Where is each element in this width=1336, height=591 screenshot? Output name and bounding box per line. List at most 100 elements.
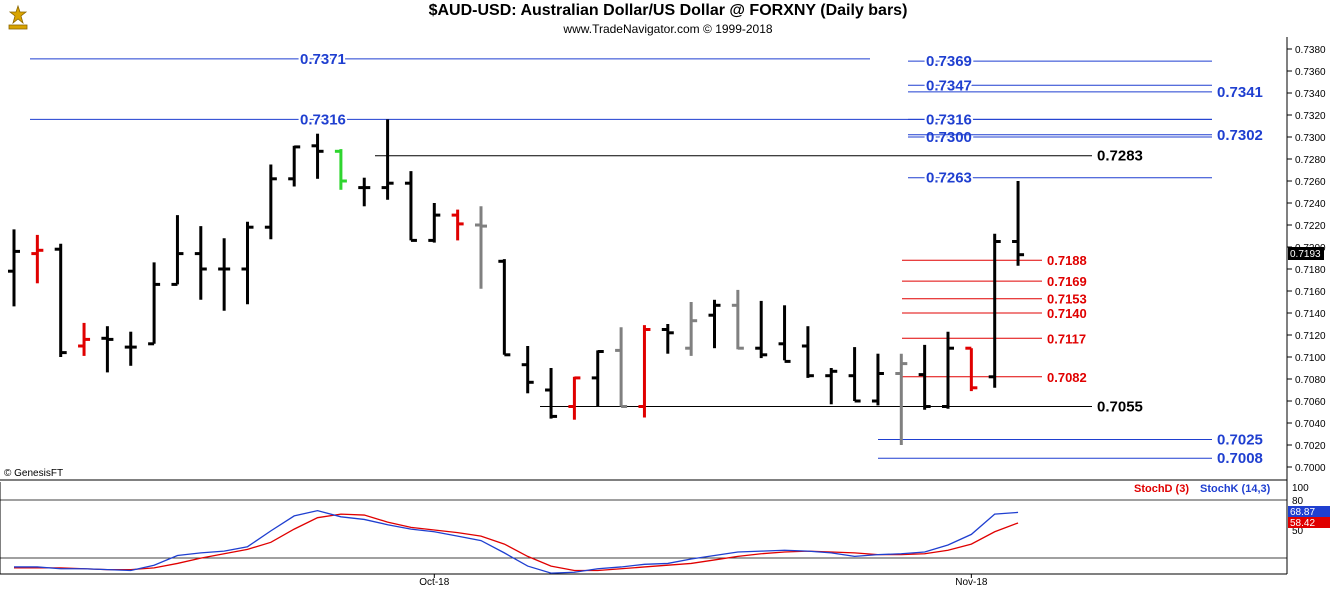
ohlc-bar <box>124 331 137 366</box>
ohlc-bar <box>334 149 347 190</box>
ohlc-bar <box>1012 181 1025 266</box>
y-tick-label: 0.7020 <box>1295 441 1326 452</box>
ohlc-bar <box>895 353 908 445</box>
ohlc-bar <box>731 289 744 350</box>
ohlc-bar <box>591 350 604 407</box>
ohlc-bar <box>848 347 861 403</box>
level-label: 0.7347 <box>926 77 972 94</box>
ohlc-bar <box>171 215 184 286</box>
y-tick-label: 0.7360 <box>1295 67 1326 78</box>
y-tick-label: 0.7140 <box>1295 309 1326 320</box>
y-tick-label: 0.7300 <box>1295 133 1326 144</box>
y-tick-label: 0.7240 <box>1295 199 1326 210</box>
stoch-tick-80: 80 <box>1292 496 1304 507</box>
level-label: 0.7082 <box>1047 370 1087 385</box>
ohlc-bar <box>708 299 721 349</box>
stochastic-panel: 100 80 50 68.87 58.42 <box>14 483 1330 574</box>
level-label: 0.7283 <box>1097 148 1143 165</box>
y-tick-label: 0.7000 <box>1295 463 1326 474</box>
ohlc-bar <box>218 238 231 311</box>
stochd-legend: StochD (3) <box>1134 483 1189 495</box>
ohlc-bar <box>194 226 207 300</box>
ohlc-bar <box>825 368 838 405</box>
y-tick-label: 0.7080 <box>1295 375 1326 386</box>
ohlc-bar <box>568 376 581 420</box>
y-tick-label: 0.7380 <box>1295 45 1326 56</box>
ohlc-bar <box>148 262 161 346</box>
ohlc-bar <box>638 325 651 418</box>
ohlc-bar <box>311 133 324 179</box>
ohlc-bar <box>988 233 1001 388</box>
y-tick-label: 0.7320 <box>1295 111 1326 122</box>
stochd-value-box <box>1288 517 1330 528</box>
level-label: 0.7117 <box>1047 331 1086 346</box>
ohlc-bar <box>31 234 44 284</box>
ohlc-bar <box>918 344 931 410</box>
ohlc-bar <box>871 353 884 406</box>
ohlc-bar <box>545 368 558 419</box>
ohlc-bar <box>381 119 394 200</box>
stochk-line <box>14 509 1019 574</box>
ohlc-bar <box>521 346 534 394</box>
genesis-logo-icon <box>8 4 28 30</box>
ohlc-bars <box>8 119 1025 445</box>
ohlc-bar <box>8 229 20 307</box>
ohlc-bar <box>78 322 91 356</box>
chart-subtitle: www.TradeNavigator.com © 1999-2018 <box>563 22 773 36</box>
y-tick-label: 0.7260 <box>1295 177 1326 188</box>
ohlc-bar <box>358 177 371 207</box>
ohlc-bar <box>942 331 954 409</box>
level-label: 0.7316 <box>926 111 972 128</box>
ohlc-bar <box>101 326 114 373</box>
y-tick-label: 0.7340 <box>1295 89 1326 100</box>
ohlc-bar <box>965 346 978 392</box>
level-label: 0.7316 <box>300 111 346 128</box>
stochk-value: 68.87 <box>1290 507 1315 518</box>
y-tick-label: 0.7120 <box>1295 331 1326 342</box>
level-label: 0.7188 <box>1047 253 1087 268</box>
chart-title: $AUD-USD: Australian Dollar/US Dollar @ … <box>428 2 908 19</box>
y-tick-label: 0.7180 <box>1295 265 1326 276</box>
ohlc-bar <box>404 171 417 242</box>
ohlc-bar <box>801 326 814 378</box>
stoch-tick-100: 100 <box>1292 483 1309 494</box>
level-label: 0.7025 <box>1217 432 1263 449</box>
stochd-line <box>14 513 1019 572</box>
ohlc-bar <box>685 302 698 356</box>
level-label: 0.7263 <box>926 170 972 187</box>
y-tick-label: 0.7100 <box>1295 353 1326 364</box>
price-levels: 0.7371 0.7369 0.7347 0.7341 0.7316 0.7316 0.73… <box>30 49 1263 467</box>
ohlc-bar <box>755 300 768 359</box>
x-axis-labels: Oct-18 Nov-18 <box>419 574 988 588</box>
last-price-box <box>1288 247 1324 260</box>
level-label: 0.7008 <box>1217 450 1263 467</box>
level-label: 0.7140 <box>1047 306 1087 321</box>
ohlc-bar <box>54 243 67 357</box>
y-tick-label: 0.7040 <box>1295 419 1326 430</box>
level-label: 0.7369 <box>926 53 972 70</box>
y-tick-label: 0.7160 <box>1295 287 1326 298</box>
x-tick-label: Nov-18 <box>955 577 988 588</box>
level-label: 0.7302 <box>1217 127 1263 144</box>
stoch-tick-50: 50 <box>1292 526 1304 537</box>
level-label: 0.7371 <box>300 51 346 68</box>
x-tick-label: Oct-18 <box>419 577 449 588</box>
ohlc-bar <box>288 145 301 187</box>
level-label: 0.7341 <box>1217 84 1263 101</box>
y-tick-label: 0.7280 <box>1295 155 1326 166</box>
last-price-label: 0.7193 <box>1290 249 1321 260</box>
y-tick-label: 0.7220 <box>1295 221 1326 232</box>
ohlc-bar <box>475 206 487 289</box>
ohlc-bar <box>615 327 628 408</box>
y-tick-label: 0.7060 <box>1295 397 1326 408</box>
stochd-value: 58.42 <box>1290 518 1315 529</box>
ohlc-bar <box>428 203 441 243</box>
ohlc-bar <box>264 164 277 240</box>
stochk-legend: StochK (14,3) <box>1200 483 1271 495</box>
copyright-label: © GenesisFT <box>4 468 64 479</box>
ohlc-bar <box>661 324 674 354</box>
level-label: 0.7055 <box>1097 399 1143 416</box>
ohlc-bar <box>241 221 254 305</box>
level-label: 0.7153 <box>1047 292 1087 307</box>
